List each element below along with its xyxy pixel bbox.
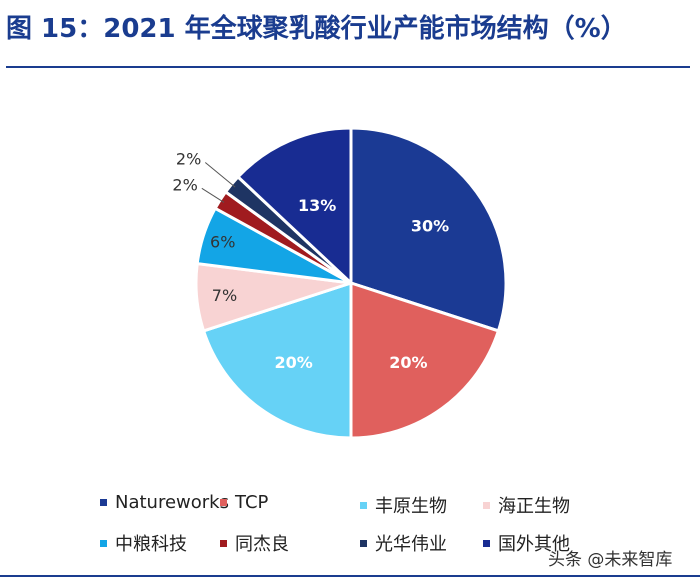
legend-item: 丰原生物	[360, 492, 447, 518]
legend-item: 中粮科技	[100, 530, 187, 556]
legend-swatch	[360, 539, 367, 547]
legend-label: Natureworks	[115, 492, 229, 513]
watermark: 头条 @未来智库	[548, 550, 673, 570]
legend-swatch	[483, 539, 490, 547]
legend-swatch	[100, 539, 107, 547]
leader-line	[204, 162, 236, 188]
legend-label: 光华伟业	[375, 534, 447, 555]
pie-slice-label: 2%	[172, 175, 197, 194]
legend-label: 国外其他	[498, 534, 570, 555]
legend-swatch	[360, 501, 367, 509]
legend-item: 海正生物	[483, 492, 570, 518]
pie-slice-label: 20%	[389, 353, 427, 372]
pie-slice-label: 20%	[274, 353, 312, 372]
pie-slice-label: 30%	[411, 217, 449, 236]
pie-slice	[235, 126, 353, 287]
pie-slice-label: 6%	[210, 232, 235, 251]
legend-label: 同杰良	[235, 534, 289, 555]
pie-slice-label: 2%	[176, 149, 201, 168]
title-divider	[6, 66, 690, 68]
pie-slice-label: 7%	[212, 286, 237, 305]
pie-slice-label: 13%	[298, 196, 336, 215]
legend-swatch	[220, 539, 227, 547]
legend-item: 光华伟业	[360, 530, 447, 556]
legend-item: TCP	[220, 492, 268, 513]
legend-label: 海正生物	[498, 496, 570, 517]
bottom-divider	[0, 575, 700, 577]
legend-item: 国外其他	[483, 530, 570, 556]
pie-slice	[349, 280, 501, 440]
legend-label: TCP	[235, 492, 269, 513]
legend-swatch	[220, 499, 227, 506]
page-title: 图 15：2021 年全球聚乳酸行业产能市场结构（%）	[6, 14, 627, 44]
pie-slice	[201, 280, 353, 440]
legend-label: 丰原生物	[375, 496, 447, 517]
legend-item: Natureworks	[100, 492, 229, 513]
legend-label: 中粮科技	[115, 534, 187, 555]
legend-swatch	[100, 499, 107, 506]
pie-slice	[349, 126, 508, 333]
legend-swatch	[483, 501, 490, 509]
leader-line	[201, 187, 225, 203]
legend-item: 同杰良	[220, 530, 289, 556]
